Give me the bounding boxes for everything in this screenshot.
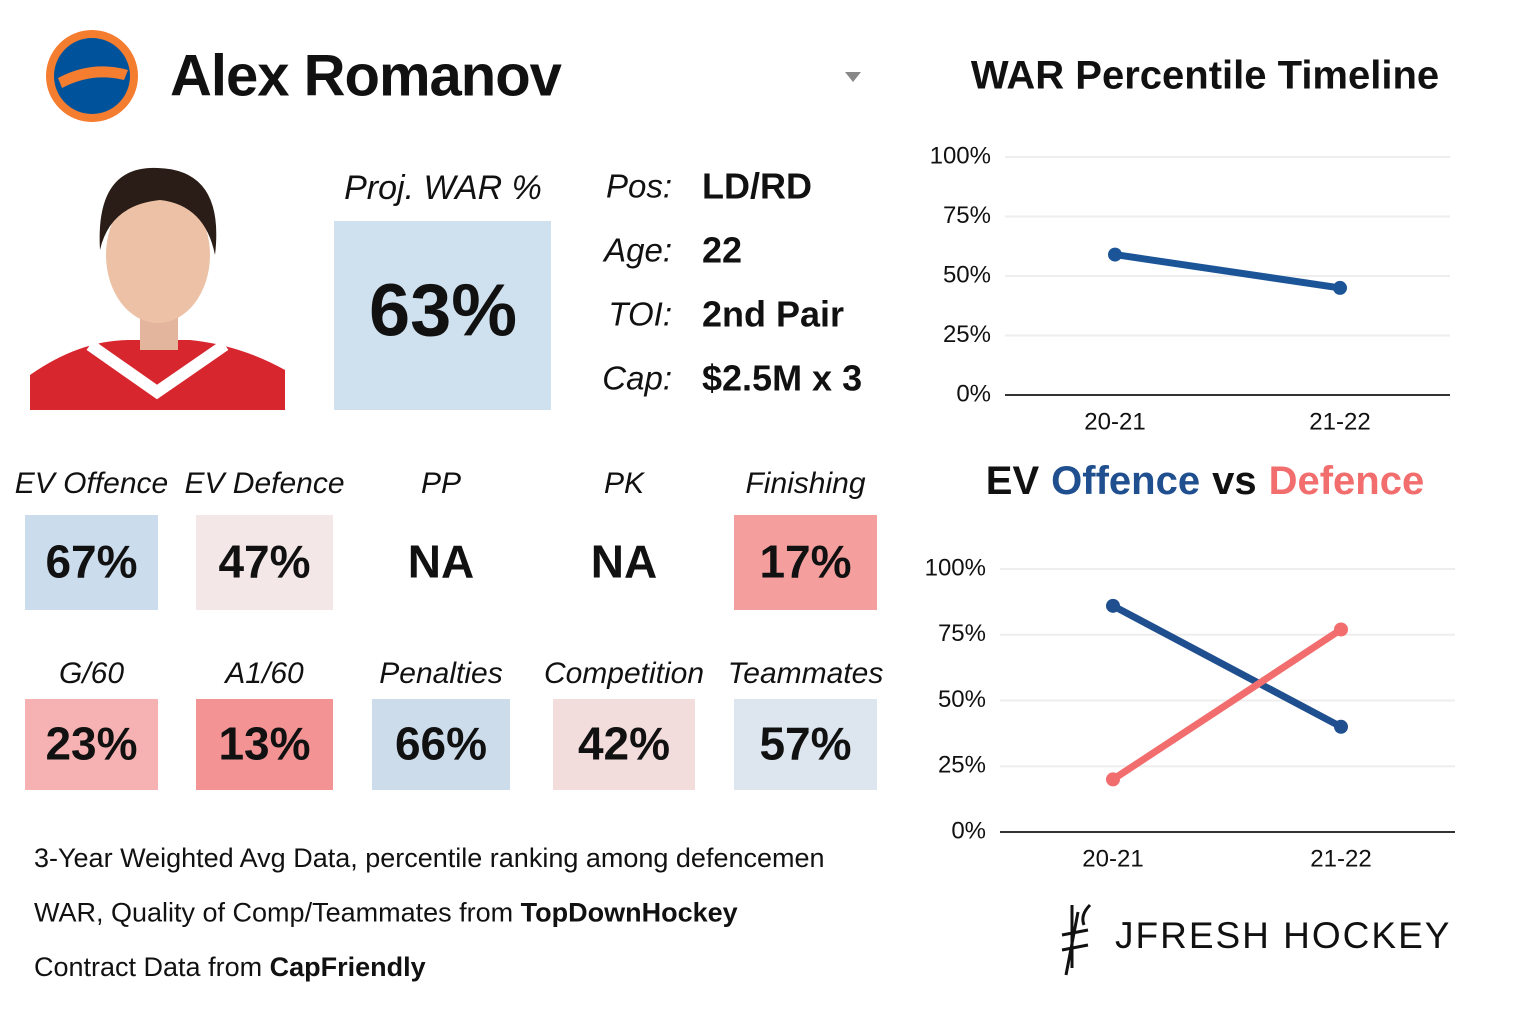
y-tick-label: 50%	[938, 686, 986, 713]
tile	[25, 515, 158, 610]
chart-title: EV Offence vs Defence	[986, 459, 1424, 503]
player-photo	[30, 160, 285, 410]
point	[1334, 719, 1348, 734]
note-text: Contract Data from	[34, 952, 270, 982]
tile	[372, 699, 510, 790]
projection-value: 63%	[369, 269, 517, 352]
tile-value: 66%	[395, 718, 487, 770]
tile-value: 57%	[759, 718, 851, 770]
tile	[734, 699, 877, 790]
point	[1333, 280, 1347, 295]
legend-entry: Defence	[1269, 459, 1425, 503]
y-tick-label: 100%	[925, 554, 986, 581]
tile	[196, 699, 333, 790]
tile-label: PP	[421, 467, 461, 500]
tile	[553, 699, 695, 790]
tile-label: Teammates	[728, 657, 884, 690]
tile-label: Penalties	[379, 657, 502, 690]
series-line	[1109, 625, 1345, 783]
y-tick-label: 75%	[938, 620, 986, 647]
photo-collar	[86, 340, 229, 400]
tile-label: EV Offence	[15, 467, 168, 500]
photo-face	[106, 187, 210, 323]
tile-value: 13%	[218, 718, 310, 770]
title-part: EV	[986, 459, 1040, 503]
bio-label: Age:	[602, 232, 672, 269]
note-text: WAR, Quality of Comp/Teammates from	[34, 898, 521, 928]
tile-value: NA	[408, 536, 474, 588]
tile	[734, 515, 877, 610]
brand-name: JFRESH HOCKEY	[1115, 915, 1451, 956]
projection-tile	[334, 221, 551, 410]
tile-value: 17%	[759, 536, 851, 588]
photo-jersey	[30, 340, 285, 410]
tile-label: PK	[604, 467, 646, 500]
series-line	[1111, 251, 1344, 292]
series-line	[1109, 602, 1345, 731]
y-tick-label: 0%	[951, 817, 986, 844]
y-tick-label: 100%	[930, 142, 991, 169]
tile-value: 23%	[45, 718, 137, 770]
brand-icon	[1061, 903, 1092, 976]
bio: Pos: LD/RD Age: 22 TOI: 2nd Pair Cap: $2.5M x 3	[602, 166, 862, 399]
tile	[25, 699, 158, 790]
bio-value: 2nd Pair	[702, 294, 844, 335]
note: WAR, Quality of Comp/Teammates from TopD…	[34, 898, 738, 928]
tile-label: Competition	[544, 657, 704, 690]
team-logo	[46, 30, 138, 122]
x-tick-label: 21-22	[1309, 408, 1370, 435]
note: Contract Data from CapFriendly	[34, 952, 426, 982]
y-tick-label: 25%	[943, 321, 991, 348]
tile-label: A1/60	[223, 657, 304, 690]
tile-value: 67%	[45, 536, 137, 588]
title-part: vs	[1212, 459, 1257, 503]
point	[1106, 772, 1120, 787]
chart-title: WAR Percentile Timeline	[971, 54, 1439, 98]
bio-label: TOI:	[608, 296, 672, 333]
bio-value: $2.5M x 3	[702, 358, 862, 399]
y-tick-label: 75%	[943, 202, 991, 229]
bio-value: 22	[702, 230, 742, 271]
notes: 3-Year Weighted Avg Data, percentile ran…	[34, 843, 825, 982]
y-tick-label: 25%	[938, 752, 986, 779]
brand-mark	[1061, 903, 1092, 976]
logo-island	[58, 66, 128, 88]
x-tick-label: 20-21	[1082, 845, 1143, 872]
point	[1334, 622, 1348, 637]
tile-label: Finishing	[745, 467, 865, 500]
legend-entry: Offence	[1051, 459, 1200, 503]
x-tick-label: 20-21	[1084, 408, 1145, 435]
bio-label: Pos:	[606, 168, 672, 205]
note-source: TopDownHockey	[521, 898, 738, 928]
projection-label: Proj. WAR %	[344, 169, 542, 207]
player-name: Alex Romanov	[170, 43, 562, 108]
tile-value: NA	[591, 536, 657, 588]
tile	[196, 515, 333, 610]
note-source: CapFriendly	[270, 952, 426, 982]
tile-value: 47%	[218, 536, 310, 588]
note-text: 3-Year Weighted Avg Data, percentile ran…	[34, 843, 825, 873]
charts: WAR Percentile Timeline 0% 25% 50% 75% 100% 20…	[925, 54, 1455, 872]
dropdown-toggle[interactable]	[845, 72, 861, 82]
y-tick-label: 50%	[943, 261, 991, 288]
photo-hair	[99, 167, 217, 255]
point	[1106, 598, 1120, 613]
bio-label: Cap:	[602, 360, 672, 397]
y-tick-label: 0%	[956, 380, 991, 407]
note: 3-Year Weighted Avg Data, percentile ran…	[34, 843, 825, 873]
bio-value: LD/RD	[702, 166, 812, 207]
x-tick-label: 21-22	[1310, 845, 1371, 872]
tile-label: G/60	[59, 657, 124, 690]
tile-value: 42%	[578, 718, 670, 770]
tiles: EV Offence 67% EV Defence 47% PP NA PK NA Finish…	[15, 467, 884, 790]
point	[1108, 247, 1122, 262]
tile-label: EV Defence	[184, 467, 344, 500]
